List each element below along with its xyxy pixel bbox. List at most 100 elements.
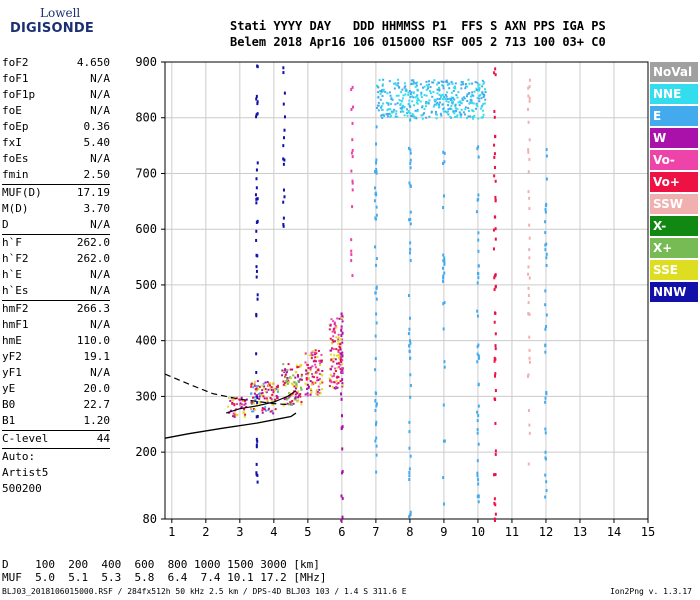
echo-point [478,83,481,86]
echo-point [329,337,332,340]
echo-point [443,259,446,263]
echo-point [380,114,383,117]
echo-point [493,359,496,363]
echo-point [334,358,337,361]
echo-point [282,383,285,386]
echo-point [471,115,474,118]
echo-point [420,114,423,117]
echo-point [305,377,308,380]
echo-point [381,84,384,87]
echo-point [255,265,258,269]
echo-point [332,374,335,377]
echo-point [493,497,496,501]
echo-point [473,90,476,93]
param-row: h`E N/A [2,267,110,283]
echo-point [416,102,419,105]
echo-point [310,383,313,386]
echo-point [255,229,258,233]
echo-point [527,301,530,305]
echo-point [315,371,318,374]
echo-point [427,85,430,88]
echo-point [256,480,259,484]
echo-point [426,101,429,104]
echo-point [396,84,399,87]
echo-point [479,93,482,96]
echo-point [271,393,274,396]
echo-point [332,360,335,363]
echo-point [442,302,445,306]
param-label: foEp [2,120,29,133]
echo-point [300,375,303,378]
echo-point [425,80,428,83]
param-value: N/A [90,268,110,281]
echo-point [527,265,530,269]
echo-point [423,94,426,97]
echo-point [285,371,288,374]
echo-point [527,462,530,466]
echo-point [475,87,478,90]
echo-point [316,379,319,382]
echo-point [409,454,412,458]
echo-point [436,88,439,91]
echo-point [450,80,453,83]
echo-point [458,111,461,114]
echo-point [337,362,340,365]
echo-point [527,94,530,98]
echo-point [477,276,480,280]
echo-point [403,82,406,85]
echo-point [318,388,321,391]
param-separator [2,430,110,431]
echo-point [472,110,475,113]
echo-point [528,356,531,360]
echo-point [416,110,419,113]
echo-point [305,383,308,386]
echo-point [318,372,321,375]
param-label: hmF1 [2,318,29,331]
echo-point [528,96,531,100]
legend-item: NNW [650,282,698,302]
echo-point [292,402,295,405]
echo-point [272,391,275,394]
echo-point [454,115,457,118]
echo-point [493,311,496,315]
echo-point [374,334,377,338]
echo-point [456,96,459,99]
echo-point [300,388,303,391]
echo-point [545,177,548,181]
echo-point [315,369,318,372]
echo-point [432,105,435,108]
echo-point [446,81,449,84]
echo-point [375,158,378,162]
echo-point [340,328,343,332]
echo-point [375,321,378,325]
echo-point [528,256,531,260]
echo-point [261,407,264,410]
echo-point [442,206,445,210]
echo-point [351,181,354,185]
echo-point [476,494,479,498]
echo-point [452,89,455,92]
echo-point [236,413,239,416]
echo-point [493,143,496,147]
muf-row: MUF 5.0 5.1 5.3 5.8 6.4 7.4 10.1 17.2 [M… [2,571,327,584]
echo-point [442,150,445,154]
echo-point [256,297,259,301]
echo-point [408,471,411,475]
echo-point [478,100,481,103]
echo-point [340,392,343,396]
param-value: 44 [96,432,110,445]
echo-point [259,392,262,395]
echo-point [265,391,268,394]
param-label: yF1 [2,366,22,379]
echo-point [243,415,246,418]
echo-point [305,369,308,372]
echo-point [544,473,547,477]
echo-point [293,398,296,401]
echo-point [250,402,253,405]
echo-point [545,252,548,256]
echo-point [409,217,412,221]
profile-extension-dashed [164,373,291,406]
echo-point [230,397,233,400]
echo-point [396,115,399,118]
echo-point [478,94,481,97]
